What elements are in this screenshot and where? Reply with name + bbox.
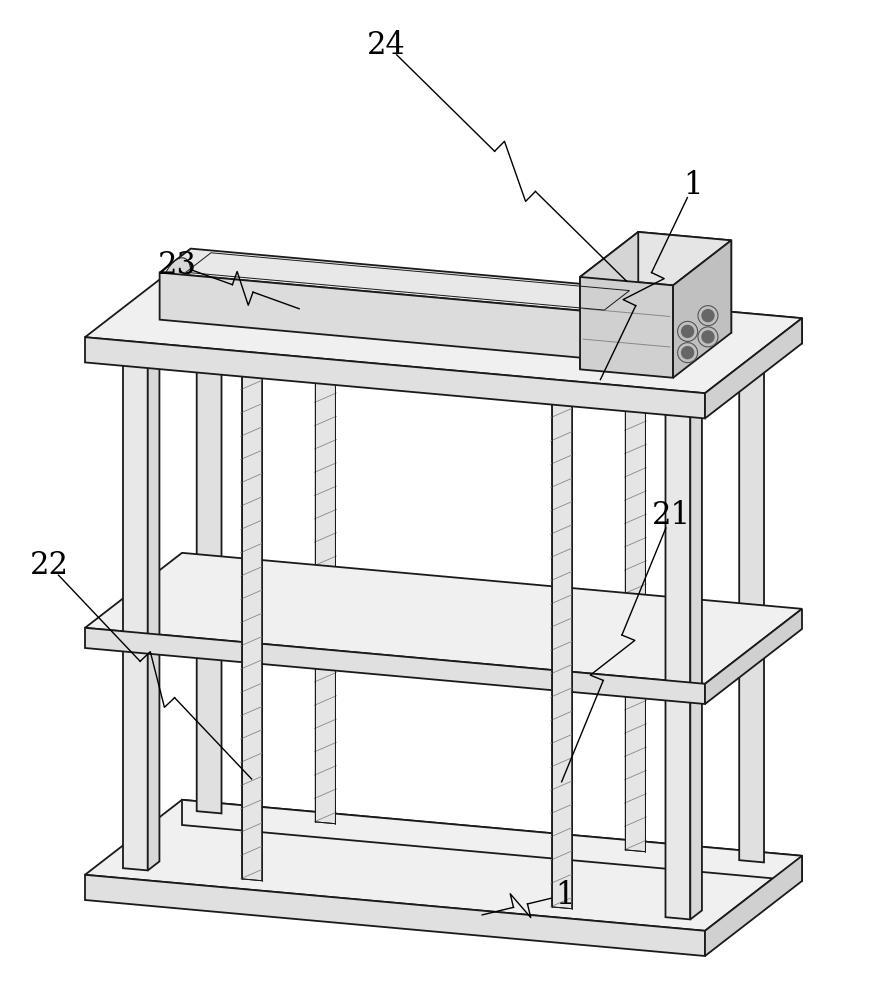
Circle shape: [702, 331, 714, 343]
Polygon shape: [580, 232, 732, 285]
Polygon shape: [705, 609, 802, 704]
Polygon shape: [123, 356, 148, 870]
Circle shape: [682, 325, 693, 337]
Polygon shape: [705, 318, 802, 418]
Polygon shape: [85, 262, 802, 393]
Text: 22: 22: [29, 550, 68, 580]
Polygon shape: [580, 232, 638, 369]
Polygon shape: [740, 348, 764, 862]
Polygon shape: [705, 856, 802, 956]
Polygon shape: [551, 394, 572, 909]
Circle shape: [702, 310, 714, 322]
Polygon shape: [85, 875, 705, 956]
Polygon shape: [160, 258, 190, 296]
Polygon shape: [242, 366, 261, 881]
Text: 1: 1: [684, 169, 703, 200]
Polygon shape: [160, 249, 640, 313]
Polygon shape: [638, 232, 732, 333]
Polygon shape: [316, 309, 335, 824]
Polygon shape: [182, 800, 802, 881]
Polygon shape: [625, 337, 645, 852]
Polygon shape: [85, 553, 802, 684]
Polygon shape: [85, 800, 802, 931]
Polygon shape: [85, 628, 705, 704]
Polygon shape: [673, 240, 732, 378]
Polygon shape: [580, 277, 673, 378]
Polygon shape: [182, 262, 802, 343]
Text: 23: 23: [158, 249, 197, 280]
Circle shape: [682, 347, 693, 359]
Polygon shape: [196, 299, 221, 813]
Polygon shape: [85, 337, 705, 418]
Text: 1: 1: [555, 880, 574, 910]
Polygon shape: [148, 349, 159, 870]
Text: 24: 24: [367, 29, 406, 60]
Polygon shape: [666, 405, 690, 919]
Polygon shape: [160, 273, 609, 360]
Polygon shape: [690, 398, 702, 919]
Text: 21: 21: [652, 499, 691, 530]
